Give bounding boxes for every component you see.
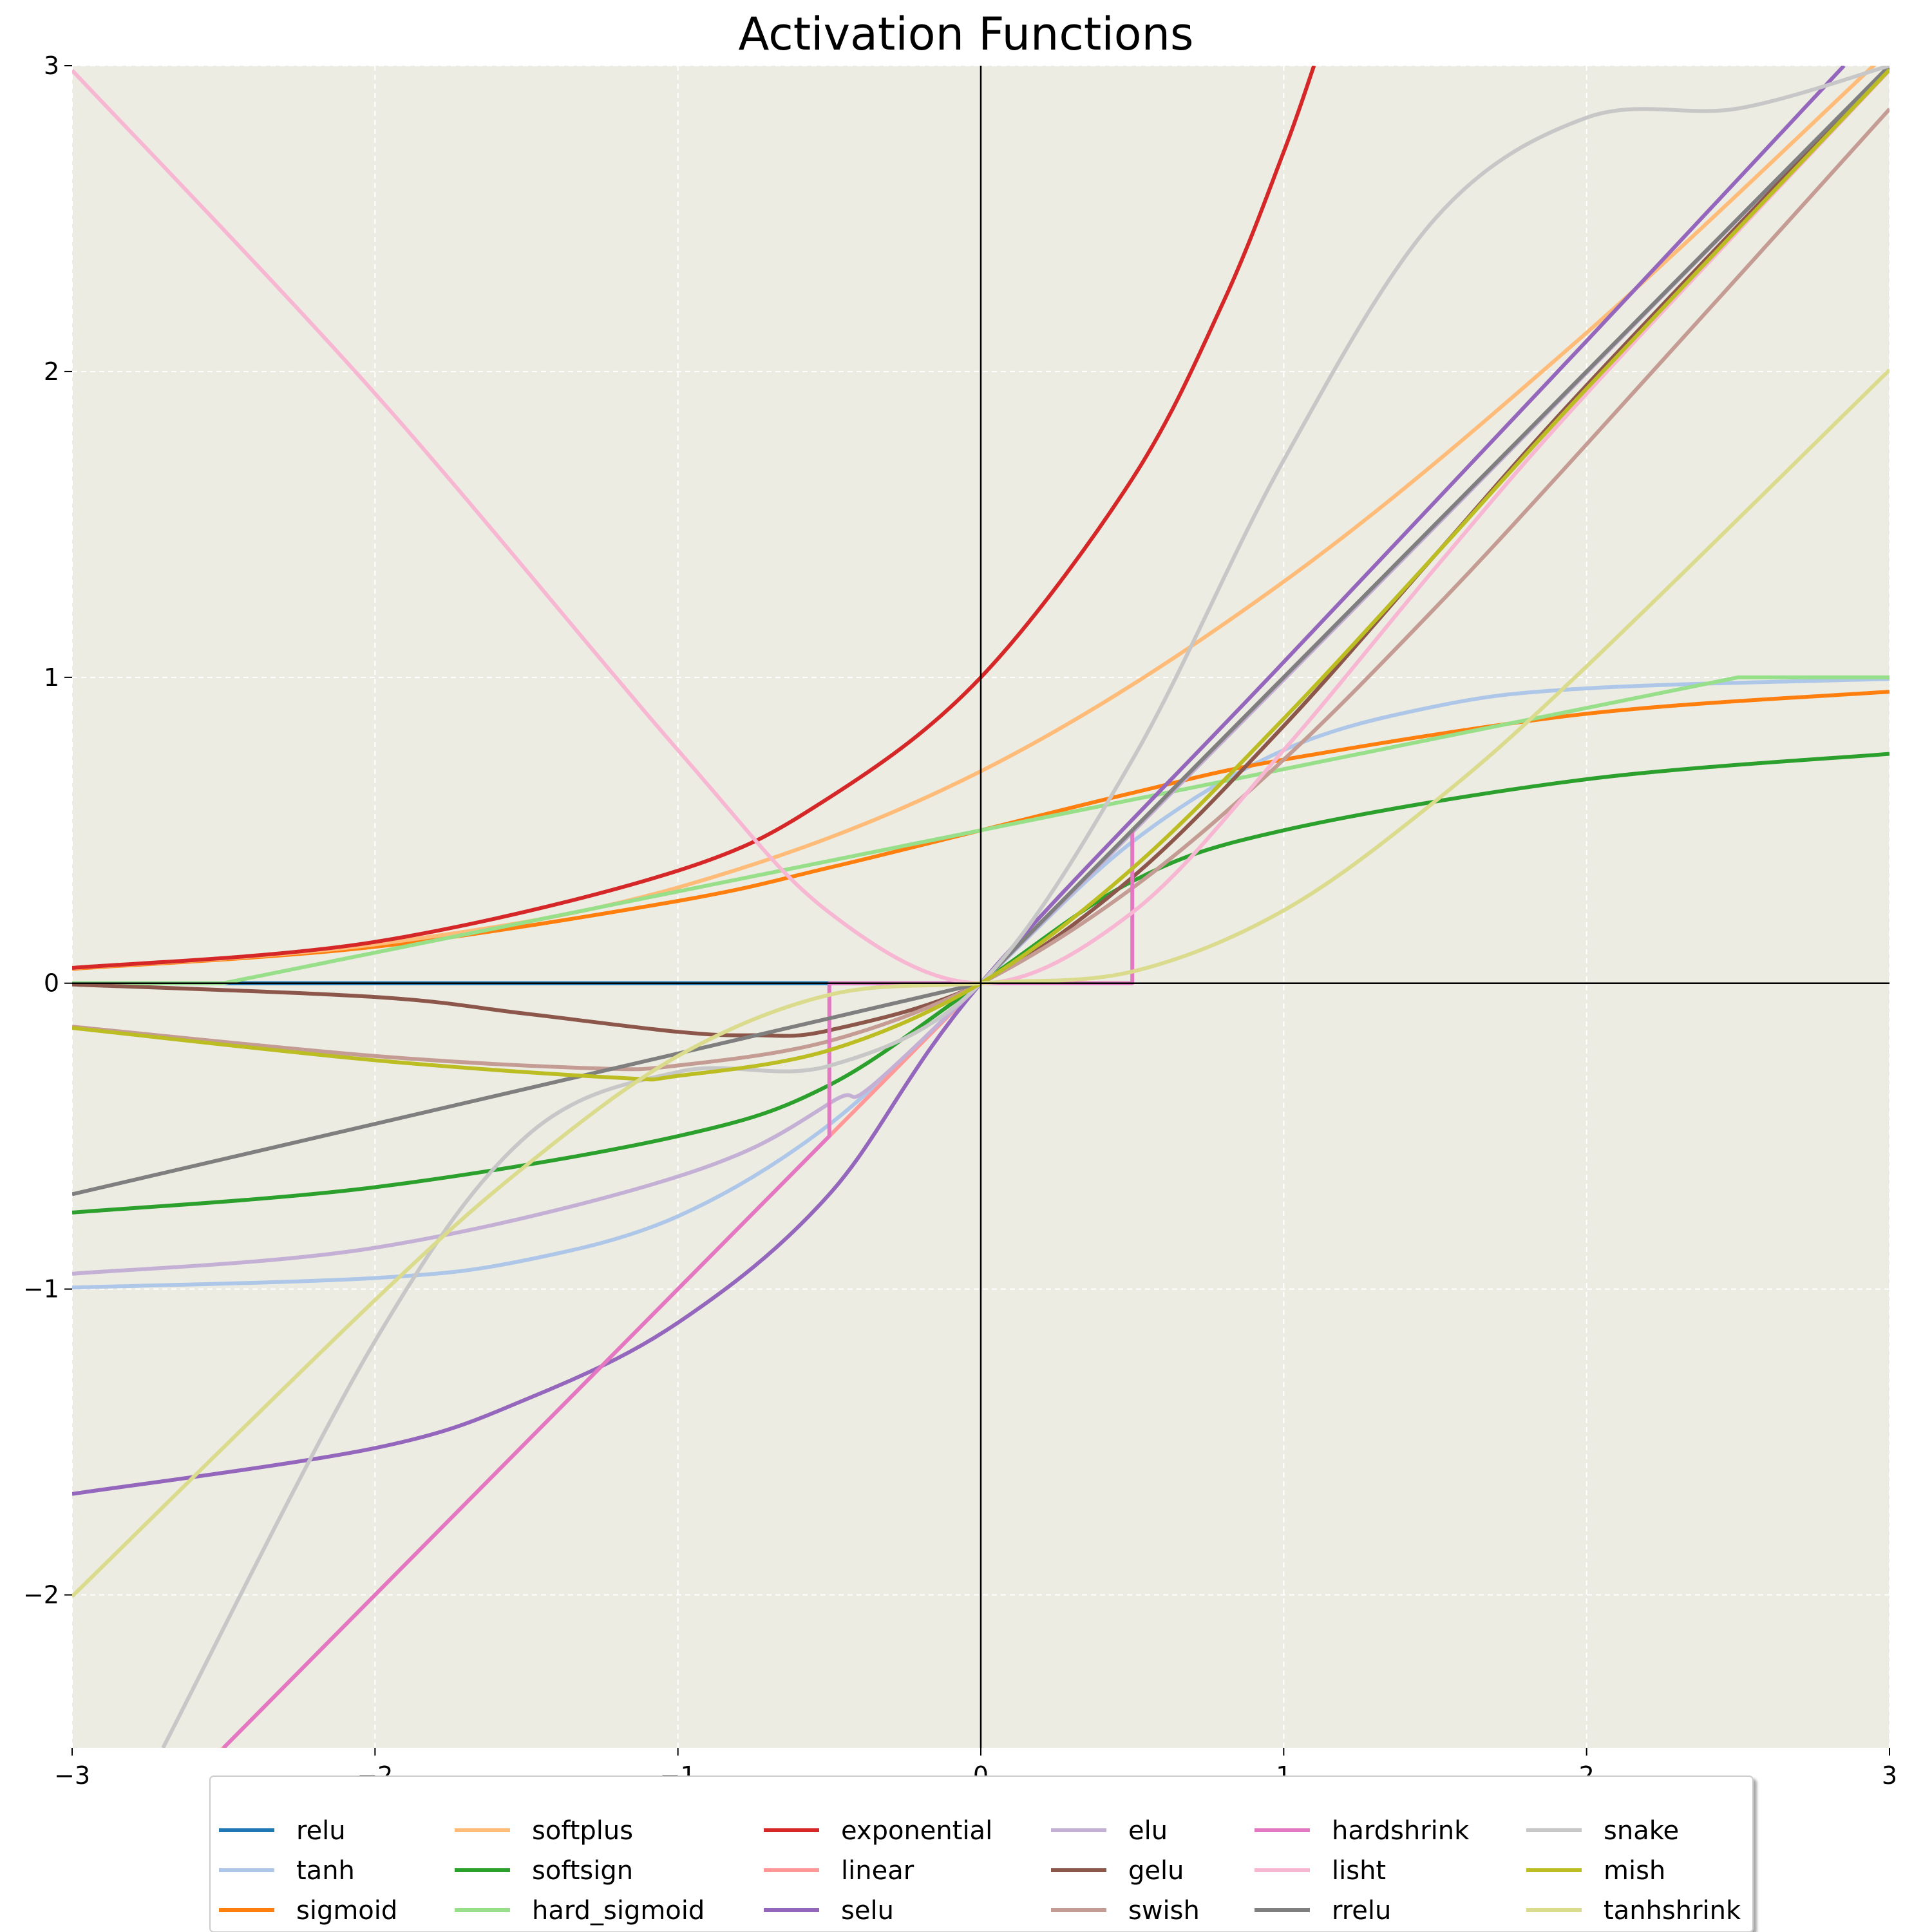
legend-label-softplus: softplus — [532, 1816, 633, 1846]
legend-label-hardshrink: hardshrink — [1332, 1816, 1470, 1846]
legend-label-sigmoid: sigmoid — [296, 1896, 397, 1926]
legend: relu tanh sigmoid softplus softsign hard_sigm… — [209, 1776, 1754, 1932]
chart-title: Activation Functions — [738, 8, 1194, 61]
series-line-swish — [72, 108, 1889, 1072]
legend-label-swish: swish — [1128, 1896, 1200, 1926]
y-tick-label: 0 — [44, 969, 59, 998]
legend-label-tanh: tanh — [296, 1856, 355, 1886]
legend-label-snake: snake — [1604, 1816, 1679, 1846]
series-line-selu — [72, 66, 1846, 1496]
legend-label-relu: relu — [296, 1816, 346, 1846]
series-line-softplus — [72, 66, 1877, 971]
x-tick-label: −3 — [54, 1761, 90, 1790]
y-tick-label: −2 — [23, 1581, 59, 1609]
legend-frame — [209, 1776, 1754, 1932]
legend-label-linear: linear — [841, 1856, 914, 1886]
x-tick-label: 3 — [1882, 1761, 1897, 1790]
series-line-lisht — [72, 69, 1889, 985]
y-tick-label: 1 — [44, 663, 59, 692]
legend-label-tanhshrink: tanhshrink — [1604, 1896, 1741, 1926]
legend-label-lisht: lisht — [1332, 1856, 1386, 1886]
legend-label-hard_sigmoid: hard_sigmoid — [532, 1896, 705, 1926]
y-tick-label: 2 — [44, 357, 59, 386]
legend-label-elu: elu — [1128, 1816, 1168, 1846]
legend-label-rrelu: rrelu — [1332, 1896, 1391, 1926]
legend-label-mish: mish — [1604, 1856, 1665, 1886]
y-tick-label: −1 — [23, 1275, 59, 1303]
legend-label-selu: selu — [841, 1896, 894, 1926]
series-line-exponential — [72, 66, 1316, 970]
legend-label-exponential: exponential — [841, 1816, 992, 1846]
series-line-snake — [161, 66, 1889, 1748]
legend-label-softsign: softsign — [532, 1856, 633, 1886]
series-line-mish — [72, 68, 1889, 1082]
legend-label-gelu: gelu — [1128, 1856, 1184, 1886]
y-tick-label: 3 — [44, 52, 59, 80]
